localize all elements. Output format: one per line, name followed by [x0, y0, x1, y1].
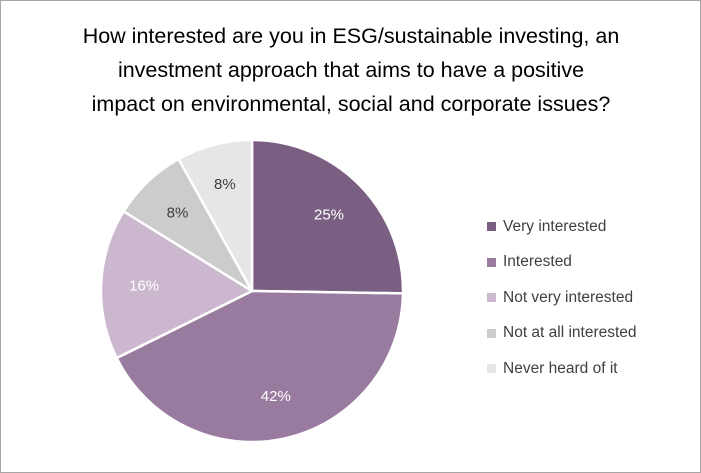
chart-title-line-1: How interested are you in ESG/sustainabl…: [82, 24, 620, 48]
data-label-not-very-interested: 16%: [129, 277, 159, 294]
legend-label-interested: Interested: [503, 253, 572, 271]
legend-item-not-at-all-interested: Not at all interested: [487, 316, 637, 352]
pie-slice-never-heard-of-it: [177, 138, 254, 293]
legend: Very interested Interested Not very intere…: [487, 209, 637, 387]
legend-swatch-very-interested: [487, 222, 496, 232]
pie-slice-very-interested: [250, 138, 405, 295]
legend-label-not-very-interested: Not very interested: [503, 288, 634, 306]
legend-label-not-at-all-interested: Not at all interested: [503, 324, 637, 342]
data-label-not-at-all-interested: 8%: [167, 204, 189, 221]
legend-item-interested: Interested: [487, 245, 637, 281]
legend-swatch-not-at-all-interested: [487, 328, 496, 338]
pie-slice-not-very-interested: [99, 210, 254, 360]
legend-item-not-very-interested: Not very interested: [487, 280, 637, 316]
legend-label-very-interested: Very interested: [503, 217, 607, 235]
chart-title-line-2: investment approach that aims to have a …: [117, 58, 585, 82]
data-label-never-heard-of-it: 8%: [214, 176, 236, 193]
legend-label-never-heard-of-it: Never heard of it: [503, 359, 618, 377]
pie-slice-interested: [115, 289, 405, 444]
chart-title-line-3: impact on environmental, social and corp…: [91, 92, 611, 116]
legend-item-never-heard-of-it: Never heard of it: [487, 351, 637, 387]
legend-swatch-never-heard-of-it: [487, 364, 496, 374]
chart-title: How interested are you in ESG/sustainabl…: [41, 19, 661, 121]
legend-swatch-not-very-interested: [487, 293, 496, 303]
data-label-interested: 42%: [261, 388, 291, 405]
legend-swatch-interested: [487, 257, 496, 267]
data-label-very-interested: 25%: [314, 207, 344, 224]
legend-item-very-interested: Very interested: [487, 209, 637, 245]
